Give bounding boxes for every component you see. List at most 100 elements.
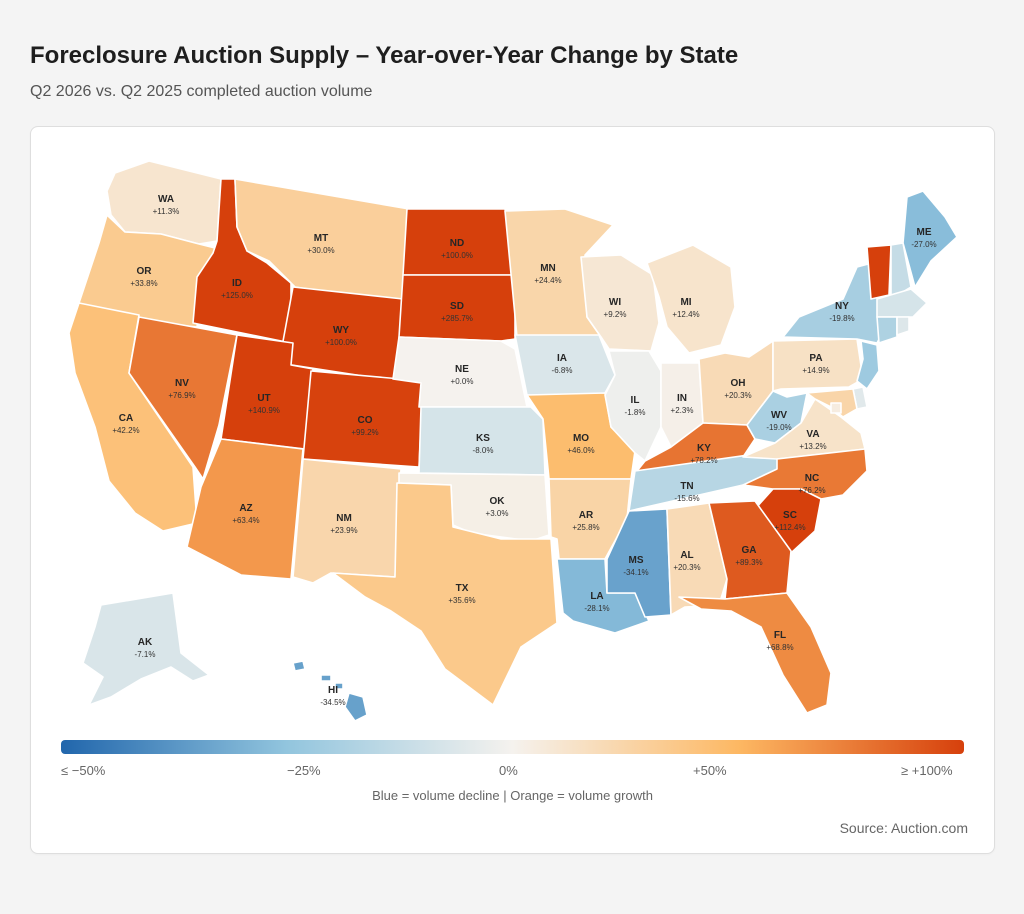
label-ar-abbr: AR: [579, 510, 594, 521]
state-nm[interactable]: [292, 458, 402, 584]
state-sd[interactable]: [398, 274, 516, 342]
label-sc-abbr: SC: [783, 510, 797, 521]
label-me-abbr: ME: [917, 227, 932, 238]
label-oh-pct: +20.3%: [724, 391, 751, 400]
label-tn-pct: -15.6%: [674, 494, 699, 503]
label-mn-pct: +24.4%: [534, 276, 561, 285]
label-co-pct: +99.2%: [351, 428, 378, 437]
state-wi[interactable]: [580, 254, 660, 352]
label-oh-abbr: OH: [731, 378, 746, 389]
state-dc[interactable]: [830, 402, 842, 414]
label-il-pct: -1.8%: [625, 408, 646, 417]
state-fl[interactable]: [678, 592, 832, 714]
label-il-abbr: IL: [631, 395, 640, 406]
label-fl-abbr: FL: [774, 630, 786, 641]
label-mo-pct: +46.0%: [567, 446, 594, 455]
label-ks-abbr: KS: [476, 433, 490, 444]
label-ia-pct: -6.8%: [552, 366, 573, 375]
label-wa-abbr: WA: [158, 194, 174, 205]
label-pa-abbr: PA: [809, 353, 822, 364]
label-in-pct: +2.3%: [671, 406, 694, 415]
label-nm-pct: +23.9%: [330, 526, 357, 535]
label-ak-pct: -7.1%: [135, 650, 156, 659]
label-sc-pct: +112.4%: [774, 523, 805, 532]
state-ma[interactable]: [876, 288, 928, 318]
label-ia-abbr: IA: [557, 353, 567, 364]
state-hi[interactable]: [292, 660, 368, 722]
label-co-abbr: CO: [358, 415, 373, 426]
label-ca-abbr: CA: [119, 413, 133, 424]
label-in-abbr: IN: [677, 393, 687, 404]
legend-tick-max: ≥ +100%: [901, 763, 953, 778]
label-wy-abbr: WY: [333, 325, 349, 336]
state-me[interactable]: [902, 190, 958, 288]
label-tx-pct: +35.6%: [448, 596, 475, 605]
label-wy-pct: +100.0%: [325, 338, 357, 347]
state-la[interactable]: [556, 558, 650, 634]
label-nv-abbr: NV: [175, 378, 189, 389]
page-title: Foreclosure Auction Supply – Year-over-Y…: [30, 42, 739, 69]
label-nm-abbr: NM: [336, 513, 352, 524]
label-me-pct: -27.0%: [911, 240, 936, 249]
state-wv[interactable]: [746, 390, 808, 444]
label-ny-pct: -19.8%: [829, 314, 854, 323]
label-va-abbr: VA: [806, 429, 819, 440]
state-vt[interactable]: [866, 244, 892, 300]
state-az[interactable]: [186, 438, 304, 580]
label-la-pct: -28.1%: [584, 604, 609, 613]
label-ca-pct: +42.2%: [112, 426, 139, 435]
state-nh[interactable]: [890, 242, 912, 300]
state-ak[interactable]: [82, 592, 210, 706]
label-mi-abbr: MI: [680, 297, 691, 308]
map-card: WA +11.3% OR +33.8% CA +42.2% ID +125.0%…: [30, 126, 995, 854]
legend-note: Blue = volume decline | Orange = volume …: [372, 788, 653, 803]
label-or-abbr: OR: [137, 266, 153, 277]
label-ks-pct: -8.0%: [473, 446, 494, 455]
state-pa[interactable]: [772, 338, 864, 392]
label-ga-pct: +89.3%: [735, 558, 762, 567]
label-wv-pct: -19.0%: [766, 423, 791, 432]
label-al-abbr: AL: [680, 550, 693, 561]
label-az-abbr: AZ: [239, 503, 252, 514]
color-scale-legend: [61, 740, 964, 754]
label-sd-abbr: SD: [450, 301, 464, 312]
label-id-pct: +125.0%: [221, 291, 253, 300]
label-nd-abbr: ND: [450, 238, 464, 249]
label-wa-pct: +11.3%: [153, 207, 180, 216]
label-ms-abbr: MS: [629, 555, 644, 566]
label-id-abbr: ID: [232, 278, 242, 289]
label-al-pct: +20.3%: [673, 563, 700, 572]
state-mi[interactable]: [646, 244, 736, 354]
label-sd-pct: +285.7%: [441, 314, 473, 323]
label-mo-abbr: MO: [573, 433, 589, 444]
label-va-pct: +13.2%: [799, 442, 826, 451]
state-ct[interactable]: [876, 316, 898, 344]
label-wi-pct: +9.2%: [604, 310, 627, 319]
page-subtitle: Q2 2026 vs. Q2 2025 completed auction vo…: [30, 83, 373, 100]
label-ne-pct: +0.0%: [451, 377, 474, 386]
label-la-abbr: LA: [590, 591, 603, 602]
legend-tick-min: ≤ −50%: [61, 763, 106, 778]
state-tx[interactable]: [332, 482, 558, 706]
label-mi-pct: +12.4%: [672, 310, 699, 319]
label-nc-abbr: NC: [805, 473, 819, 484]
label-ms-pct: -34.1%: [623, 568, 648, 577]
label-tn-abbr: TN: [680, 481, 693, 492]
label-ky-pct: +78.2%: [690, 456, 717, 465]
label-fl-pct: +68.8%: [766, 643, 793, 652]
label-ga-abbr: GA: [742, 545, 757, 556]
label-hi-pct: -34.5%: [320, 698, 345, 707]
label-ut-pct: +140.9%: [248, 406, 280, 415]
label-ny-abbr: NY: [835, 301, 849, 312]
state-nj[interactable]: [856, 340, 880, 390]
label-ky-abbr: KY: [697, 443, 711, 454]
us-choropleth-map: WA +11.3% OR +33.8% CA +42.2% ID +125.0%…: [68, 160, 958, 722]
state-il[interactable]: [604, 350, 662, 462]
label-nc-pct: +76.2%: [798, 486, 825, 495]
legend-tick-zero: 0%: [499, 763, 518, 778]
state-ks[interactable]: [418, 406, 546, 476]
state-ri[interactable]: [896, 316, 910, 336]
label-wv-abbr: WV: [771, 410, 787, 421]
label-ok-pct: +3.0%: [486, 509, 509, 518]
label-hi-abbr: HI: [328, 685, 338, 696]
